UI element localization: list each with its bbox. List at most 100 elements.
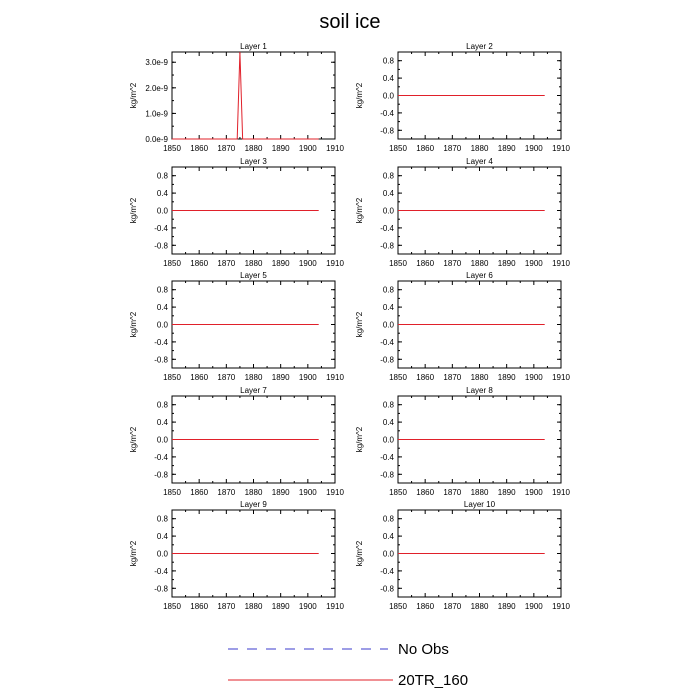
x-tick-label: 1880 bbox=[245, 144, 263, 153]
y-tick-label: 3.0e-9 bbox=[145, 58, 168, 67]
x-tick-label: 1870 bbox=[217, 144, 235, 153]
panel-layer-10: Layer 10 1850 1860 1870 1880 1890 1900 1910 0.8 0… bbox=[355, 500, 570, 611]
x-tick-label: 1890 bbox=[272, 144, 290, 153]
y-tick-label: 0.4 bbox=[383, 189, 395, 198]
y-tick-label: -0.8 bbox=[380, 241, 394, 250]
y-tick-label: 0.0 bbox=[157, 436, 169, 445]
y-axis-label: kg/m^2 bbox=[129, 197, 138, 223]
figure-title: soil ice bbox=[319, 11, 380, 33]
y-tick-label: -0.4 bbox=[380, 453, 394, 462]
y-tick-label: -0.8 bbox=[154, 584, 168, 593]
x-tick-label: 1910 bbox=[552, 259, 570, 268]
y-tick-label: 0.4 bbox=[383, 74, 395, 83]
x-tick-label: 1860 bbox=[416, 488, 434, 497]
x-tick-label: 1890 bbox=[272, 488, 290, 497]
y-tick-label: 0.8 bbox=[157, 172, 169, 181]
x-tick-label: 1850 bbox=[389, 144, 407, 153]
y-tick-label: 0.4 bbox=[383, 303, 395, 312]
panel-title: Layer 10 bbox=[464, 500, 496, 509]
y-tick-label: 0.0 bbox=[157, 321, 169, 330]
y-tick-label: -0.8 bbox=[154, 355, 168, 364]
y-tick-label: 0.4 bbox=[383, 418, 395, 427]
x-tick-label: 1860 bbox=[190, 144, 208, 153]
x-tick-label: 1880 bbox=[471, 259, 489, 268]
y-tick-label: 0.8 bbox=[157, 515, 169, 524]
x-tick-label: 1890 bbox=[498, 144, 516, 153]
x-tick-label: 1870 bbox=[217, 488, 235, 497]
x-tick-label: 1910 bbox=[326, 373, 344, 382]
x-tick-label: 1850 bbox=[389, 602, 407, 611]
y-tick-label: 2.0e-9 bbox=[145, 84, 168, 93]
y-tick-label: -0.4 bbox=[380, 567, 394, 576]
y-tick-label: -0.4 bbox=[154, 453, 168, 462]
panel-title: Layer 3 bbox=[240, 157, 267, 166]
y-tick-label: -0.4 bbox=[154, 338, 168, 347]
x-tick-label: 1870 bbox=[443, 602, 461, 611]
y-axis-label: kg/m^2 bbox=[129, 82, 138, 108]
y-tick-label: 0.8 bbox=[383, 286, 395, 295]
y-tick-label: 0.8 bbox=[383, 515, 395, 524]
x-tick-label: 1860 bbox=[416, 602, 434, 611]
x-tick-label: 1910 bbox=[326, 602, 344, 611]
x-tick-label: 1910 bbox=[552, 602, 570, 611]
y-tick-label: 0.8 bbox=[157, 286, 169, 295]
y-tick-label: -0.8 bbox=[380, 470, 394, 479]
x-tick-label: 1850 bbox=[163, 144, 181, 153]
x-tick-label: 1880 bbox=[245, 373, 263, 382]
panel-title: Layer 9 bbox=[240, 500, 267, 509]
x-tick-label: 1870 bbox=[443, 488, 461, 497]
x-tick-label: 1850 bbox=[163, 488, 181, 497]
x-tick-label: 1870 bbox=[217, 259, 235, 268]
x-tick-label: 1880 bbox=[245, 602, 263, 611]
plot-frame bbox=[171, 51, 336, 140]
x-tick-label: 1850 bbox=[389, 259, 407, 268]
x-tick-label: 1860 bbox=[416, 144, 434, 153]
x-tick-label: 1890 bbox=[272, 602, 290, 611]
x-tick-label: 1880 bbox=[471, 373, 489, 382]
y-tick-label: -0.8 bbox=[380, 126, 394, 135]
panel-layer-5: Layer 5 1850 1860 1870 1880 1890 1900 1910 0.8 0.… bbox=[129, 271, 344, 382]
y-tick-label: -0.8 bbox=[154, 241, 168, 250]
x-tick-label: 1910 bbox=[552, 373, 570, 382]
x-tick-label: 1860 bbox=[416, 373, 434, 382]
x-tick-label: 1860 bbox=[416, 259, 434, 268]
y-axis-label: kg/m^2 bbox=[355, 82, 364, 108]
x-tick-label: 1890 bbox=[272, 259, 290, 268]
y-tick-label: -0.8 bbox=[380, 355, 394, 364]
x-tick-label: 1850 bbox=[163, 259, 181, 268]
y-tick-label: 0.0 bbox=[383, 321, 395, 330]
x-tick-label: 1850 bbox=[389, 373, 407, 382]
y-tick-label: -0.4 bbox=[380, 338, 394, 347]
y-tick-label: 0.0 bbox=[383, 550, 395, 559]
y-tick-label: -0.4 bbox=[380, 224, 394, 233]
y-tick-label: -0.4 bbox=[380, 109, 394, 118]
x-tick-label: 1870 bbox=[443, 259, 461, 268]
x-tick-label: 1900 bbox=[299, 259, 317, 268]
x-tick-label: 1890 bbox=[498, 259, 516, 268]
y-tick-label: 0.4 bbox=[157, 189, 169, 198]
x-tick-label: 1900 bbox=[525, 602, 543, 611]
x-tick-label: 1900 bbox=[299, 144, 317, 153]
x-tick-label: 1910 bbox=[326, 144, 344, 153]
y-tick-label: 0.0e-9 bbox=[145, 135, 168, 144]
legend-label-no-obs: No Obs bbox=[398, 641, 449, 658]
x-tick-label: 1910 bbox=[552, 144, 570, 153]
y-tick-label: 0.0 bbox=[383, 92, 395, 101]
panel-layer-6: Layer 6 1850 1860 1870 1880 1890 1900 1910 0.8 0.… bbox=[355, 271, 570, 382]
x-tick-label: 1900 bbox=[525, 144, 543, 153]
y-axis-label: kg/m^2 bbox=[129, 426, 138, 452]
x-tick-label: 1870 bbox=[217, 602, 235, 611]
y-tick-label: -0.8 bbox=[380, 584, 394, 593]
y-axis-label: kg/m^2 bbox=[355, 426, 364, 452]
x-tick-label: 1860 bbox=[190, 488, 208, 497]
y-axis-label: kg/m^2 bbox=[355, 311, 364, 337]
panel-layer-9: Layer 9 1850 1860 1870 1880 1890 1900 1910 0.8 0.… bbox=[129, 500, 344, 611]
x-tick-label: 1900 bbox=[299, 488, 317, 497]
y-tick-label: 0.4 bbox=[157, 418, 169, 427]
x-tick-label: 1900 bbox=[525, 259, 543, 268]
y-tick-label: 0.4 bbox=[157, 532, 169, 541]
x-tick-label: 1890 bbox=[272, 373, 290, 382]
y-tick-label: 0.4 bbox=[383, 532, 395, 541]
y-axis-label: kg/m^2 bbox=[355, 197, 364, 223]
